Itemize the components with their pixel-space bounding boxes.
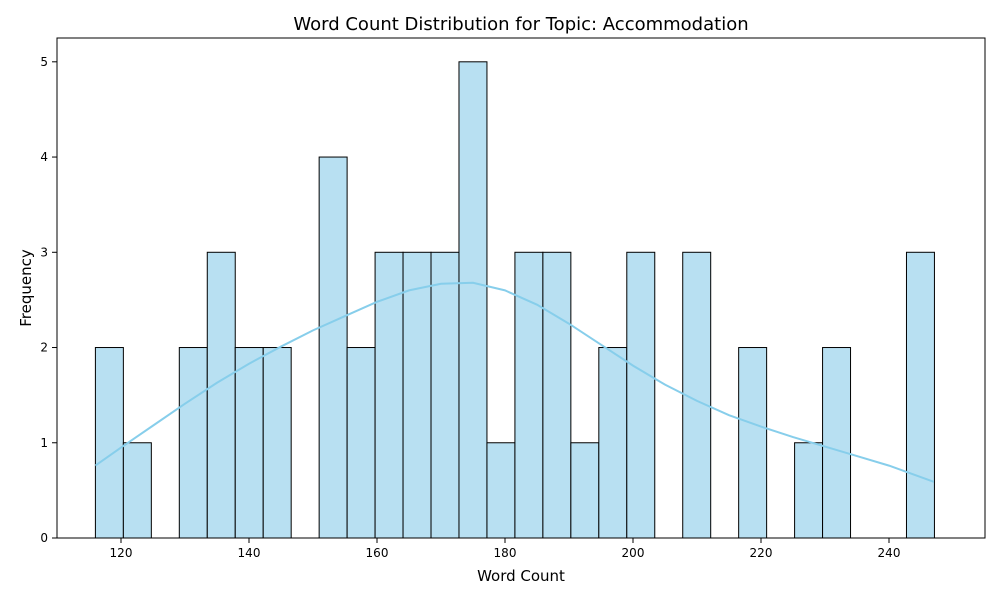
y-tick-label: 3 bbox=[40, 245, 48, 259]
histogram-bar bbox=[430, 251, 460, 539]
histogram-bar bbox=[458, 61, 488, 539]
y-tick-label: 2 bbox=[40, 341, 48, 355]
x-tick-label: 200 bbox=[622, 546, 645, 560]
y-tick-label: 0 bbox=[40, 531, 48, 545]
y-axis-label: Frequency bbox=[17, 249, 35, 327]
histogram-bar bbox=[905, 251, 935, 539]
x-axis-ticks: 120 140 160 180 200 220 240 bbox=[110, 538, 901, 560]
x-axis-label: Word Count bbox=[477, 567, 565, 585]
histogram-bar bbox=[514, 251, 544, 539]
x-tick-label: 240 bbox=[878, 546, 901, 560]
x-tick-label: 120 bbox=[110, 546, 133, 560]
histogram-bar bbox=[262, 347, 292, 539]
histogram-bars bbox=[94, 61, 935, 539]
histogram-bar bbox=[178, 347, 208, 539]
y-tick-label: 5 bbox=[40, 55, 48, 69]
histogram-bar bbox=[346, 347, 376, 539]
x-tick-label: 180 bbox=[494, 546, 517, 560]
histogram-bar bbox=[626, 251, 656, 539]
histogram-bar bbox=[94, 347, 124, 539]
histogram-bar bbox=[122, 442, 152, 539]
chart-title: Word Count Distribution for Topic: Accom… bbox=[293, 14, 748, 35]
histogram-bar bbox=[542, 251, 572, 539]
y-tick-label: 4 bbox=[40, 150, 48, 164]
kde-curve bbox=[94, 281, 935, 483]
x-tick-label: 220 bbox=[750, 546, 773, 560]
histogram-bar bbox=[570, 442, 600, 539]
histogram-bar bbox=[374, 251, 404, 539]
plot-frame bbox=[56, 37, 986, 539]
histogram-bar bbox=[234, 347, 264, 539]
histogram-bar bbox=[402, 251, 432, 539]
histogram-bar bbox=[598, 347, 628, 539]
histogram-bar bbox=[486, 442, 516, 539]
y-tick-label: 1 bbox=[40, 436, 48, 450]
histogram-bar bbox=[318, 156, 348, 539]
x-tick-label: 160 bbox=[366, 546, 389, 560]
histogram-bar bbox=[738, 347, 768, 539]
y-axis-ticks: 0 1 2 3 4 5 bbox=[40, 55, 57, 545]
x-tick-label: 140 bbox=[238, 546, 261, 560]
histogram-bar bbox=[206, 251, 236, 539]
histogram-bar bbox=[794, 442, 824, 539]
histogram-bar bbox=[822, 347, 852, 539]
